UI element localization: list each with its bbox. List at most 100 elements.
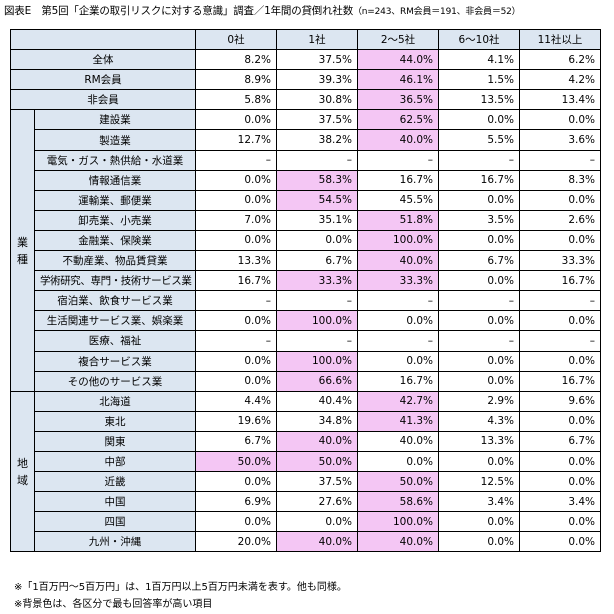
value-cell: 41.3% bbox=[357, 410, 439, 432]
table-row: 業種 建設業 0.0% 37.5% 62.5% 0.0% 0.0% bbox=[10, 109, 601, 392]
row-label: 生活関連サービス業、娯楽業 bbox=[34, 310, 196, 332]
value-cell: 44.0% bbox=[357, 49, 439, 71]
value-cell: 5.5% bbox=[438, 129, 520, 151]
value-cell: 51.8% bbox=[357, 209, 439, 231]
value-cell: 0.0% bbox=[438, 229, 520, 252]
value-cell: 0.0% bbox=[438, 370, 520, 392]
value-cell: – bbox=[276, 149, 358, 171]
value-cell: – bbox=[357, 149, 439, 171]
value-cell: 33.3% bbox=[519, 250, 601, 272]
row-label: 近畿 bbox=[34, 471, 196, 493]
row-label: 学術研究、専門・技術サービス業 bbox=[34, 270, 196, 292]
value-cell: 4.1% bbox=[438, 49, 520, 71]
table-row: 不動産業、物品賃貸業 13.3% 6.7% 40.0% 6.7% 33.3% bbox=[11, 250, 601, 272]
value-cell: – bbox=[519, 149, 601, 171]
footnote-highlight: ※背景色は、各区分で最も回答率が高い項目 bbox=[14, 599, 213, 610]
value-cell: 40.0% bbox=[357, 531, 439, 553]
table-row: 中国 6.9% 27.6% 58.6% 3.4% 3.4% bbox=[11, 491, 601, 513]
value-cell: 30.8% bbox=[276, 89, 358, 111]
value-cell: 0.0% bbox=[519, 109, 601, 131]
value-cell: 62.5% bbox=[357, 109, 439, 131]
row-label: RM会員 bbox=[10, 69, 196, 91]
value-cell: 12.7% bbox=[195, 129, 277, 151]
value-cell: 2.9% bbox=[438, 390, 520, 412]
value-cell: 4.2% bbox=[519, 69, 601, 91]
bad-debt-table: 0社 1社 2～5社 6～10社 11社以上 全体 8.2% 37.5% 44.0% 4.1% 6… bbox=[10, 28, 601, 553]
table-row: 複合サービス業 0.0% 100.0% 0.0% 0.0% 0.0% bbox=[11, 350, 601, 372]
value-cell: 1.5% bbox=[438, 69, 520, 91]
value-cell: – bbox=[438, 149, 520, 171]
table-row: 情報通信業 0.0% 58.3% 16.7% 16.7% 8.3% bbox=[11, 169, 601, 191]
value-cell: 34.8% bbox=[276, 410, 358, 432]
value-cell: 0.0% bbox=[357, 310, 439, 332]
row-label: 電気・ガス・熱供給・水道業 bbox=[34, 149, 196, 171]
value-cell: – bbox=[276, 330, 358, 352]
value-cell: 0.0% bbox=[195, 471, 277, 493]
value-cell: 0.0% bbox=[519, 450, 601, 473]
value-cell: 6.7% bbox=[438, 250, 520, 272]
value-cell: 3.5% bbox=[438, 209, 520, 231]
value-cell: 54.5% bbox=[276, 189, 358, 211]
group-label-text: 地域 bbox=[17, 456, 28, 487]
value-cell: 4.4% bbox=[195, 390, 277, 412]
value-cell: 16.7% bbox=[357, 370, 439, 392]
value-cell: – bbox=[438, 330, 520, 352]
value-cell: 40.0% bbox=[276, 430, 358, 452]
value-cell: 100.0% bbox=[357, 229, 439, 252]
table-title: 図表E 第5回「企業の取引リスクに対する意識」調査／1年間の貸倒れ社数（n=24… bbox=[4, 3, 521, 18]
table-row: 電気・ガス・熱供給・水道業 – – – – – bbox=[11, 149, 601, 171]
group-label-text: 業種 bbox=[17, 235, 28, 266]
value-cell: – bbox=[357, 290, 439, 312]
value-cell: 8.3% bbox=[519, 169, 601, 191]
table-row: 卸売業、小売業 7.0% 35.1% 51.8% 3.5% 2.6% bbox=[11, 209, 601, 231]
value-cell: – bbox=[519, 290, 601, 312]
table-row: 九州・沖縄 20.0% 40.0% 40.0% 0.0% 0.0% bbox=[11, 531, 601, 553]
header-corner bbox=[10, 28, 196, 51]
value-cell: 0.0% bbox=[438, 109, 520, 131]
value-cell: 13.5% bbox=[438, 89, 520, 111]
table-row: 中部 50.0% 50.0% 0.0% 0.0% 0.0% bbox=[11, 450, 601, 473]
value-cell: 7.0% bbox=[195, 209, 277, 231]
value-cell: 33.3% bbox=[276, 270, 358, 292]
value-cell: – bbox=[276, 290, 358, 312]
table-body: 全体 8.2% 37.5% 44.0% 4.1% 6.2% RM会員 8.9% 39.3% 46.… bbox=[10, 49, 601, 553]
value-cell: 0.0% bbox=[195, 350, 277, 372]
table-row: 四国 0.0% 0.0% 100.0% 0.0% 0.0% bbox=[11, 511, 601, 533]
value-cell: – bbox=[357, 330, 439, 352]
value-cell: 0.0% bbox=[195, 169, 277, 191]
value-cell: 40.4% bbox=[276, 390, 358, 412]
table-row: 宿泊業、飲食サービス業 – – – – – bbox=[11, 290, 601, 312]
table-row: 生活関連サービス業、娯楽業 0.0% 100.0% 0.0% 0.0% 0.0% bbox=[11, 310, 601, 332]
table-row: その他のサービス業 0.0% 66.6% 16.7% 0.0% 16.7% bbox=[11, 370, 601, 392]
value-cell: 0.0% bbox=[519, 189, 601, 211]
row-label: 中国 bbox=[34, 491, 196, 513]
value-cell: 0.0% bbox=[357, 450, 439, 473]
value-cell: 4.3% bbox=[438, 410, 520, 432]
value-cell: 19.6% bbox=[195, 410, 277, 432]
value-cell: 66.6% bbox=[276, 370, 358, 392]
value-cell: 100.0% bbox=[357, 511, 439, 533]
row-label: 不動産業、物品賃貸業 bbox=[34, 250, 196, 272]
value-cell: 12.5% bbox=[438, 471, 520, 493]
value-cell: 100.0% bbox=[276, 310, 358, 332]
value-cell: 0.0% bbox=[195, 511, 277, 533]
value-cell: 0.0% bbox=[519, 511, 601, 533]
row-label: 金融業、保険業 bbox=[34, 229, 196, 252]
value-cell: 38.2% bbox=[276, 129, 358, 151]
value-cell: 3.4% bbox=[519, 491, 601, 513]
value-cell: 50.0% bbox=[357, 471, 439, 493]
value-cell: 46.1% bbox=[357, 69, 439, 91]
row-label: その他のサービス業 bbox=[34, 370, 196, 392]
value-cell: 37.5% bbox=[276, 471, 358, 493]
row-label: 建設業 bbox=[34, 109, 196, 131]
table-row: 東北 19.6% 34.8% 41.3% 4.3% 0.0% bbox=[11, 410, 601, 432]
value-cell: 58.6% bbox=[357, 491, 439, 513]
value-cell: 16.7% bbox=[357, 169, 439, 191]
group-label: 業種 bbox=[10, 109, 35, 392]
value-cell: 2.6% bbox=[519, 209, 601, 231]
value-cell: – bbox=[195, 330, 277, 352]
column-header: 0社 bbox=[195, 28, 277, 51]
value-cell: 0.0% bbox=[195, 370, 277, 392]
value-cell: 6.7% bbox=[195, 430, 277, 452]
value-cell: 27.6% bbox=[276, 491, 358, 513]
